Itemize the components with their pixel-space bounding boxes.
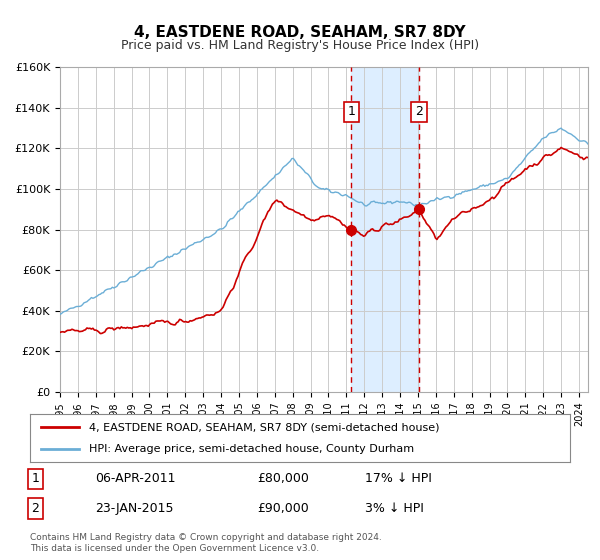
- Text: 2: 2: [415, 105, 423, 118]
- Text: 23-JAN-2015: 23-JAN-2015: [95, 502, 173, 515]
- Text: 06-APR-2011: 06-APR-2011: [95, 473, 175, 486]
- Text: 3% ↓ HPI: 3% ↓ HPI: [365, 502, 424, 515]
- Text: 17% ↓ HPI: 17% ↓ HPI: [365, 473, 431, 486]
- Text: £80,000: £80,000: [257, 473, 308, 486]
- Text: HPI: Average price, semi-detached house, County Durham: HPI: Average price, semi-detached house,…: [89, 444, 415, 454]
- Text: Price paid vs. HM Land Registry's House Price Index (HPI): Price paid vs. HM Land Registry's House …: [121, 39, 479, 52]
- Text: 4, EASTDENE ROAD, SEAHAM, SR7 8DY: 4, EASTDENE ROAD, SEAHAM, SR7 8DY: [134, 25, 466, 40]
- Text: 1: 1: [347, 105, 355, 118]
- Text: 4, EASTDENE ROAD, SEAHAM, SR7 8DY (semi-detached house): 4, EASTDENE ROAD, SEAHAM, SR7 8DY (semi-…: [89, 422, 440, 432]
- Bar: [351, 67, 419, 392]
- Text: Contains HM Land Registry data © Crown copyright and database right 2024.
This d: Contains HM Land Registry data © Crown c…: [30, 533, 382, 553]
- Text: 2: 2: [31, 502, 40, 515]
- Text: £90,000: £90,000: [257, 502, 308, 515]
- Text: 1: 1: [31, 473, 40, 486]
